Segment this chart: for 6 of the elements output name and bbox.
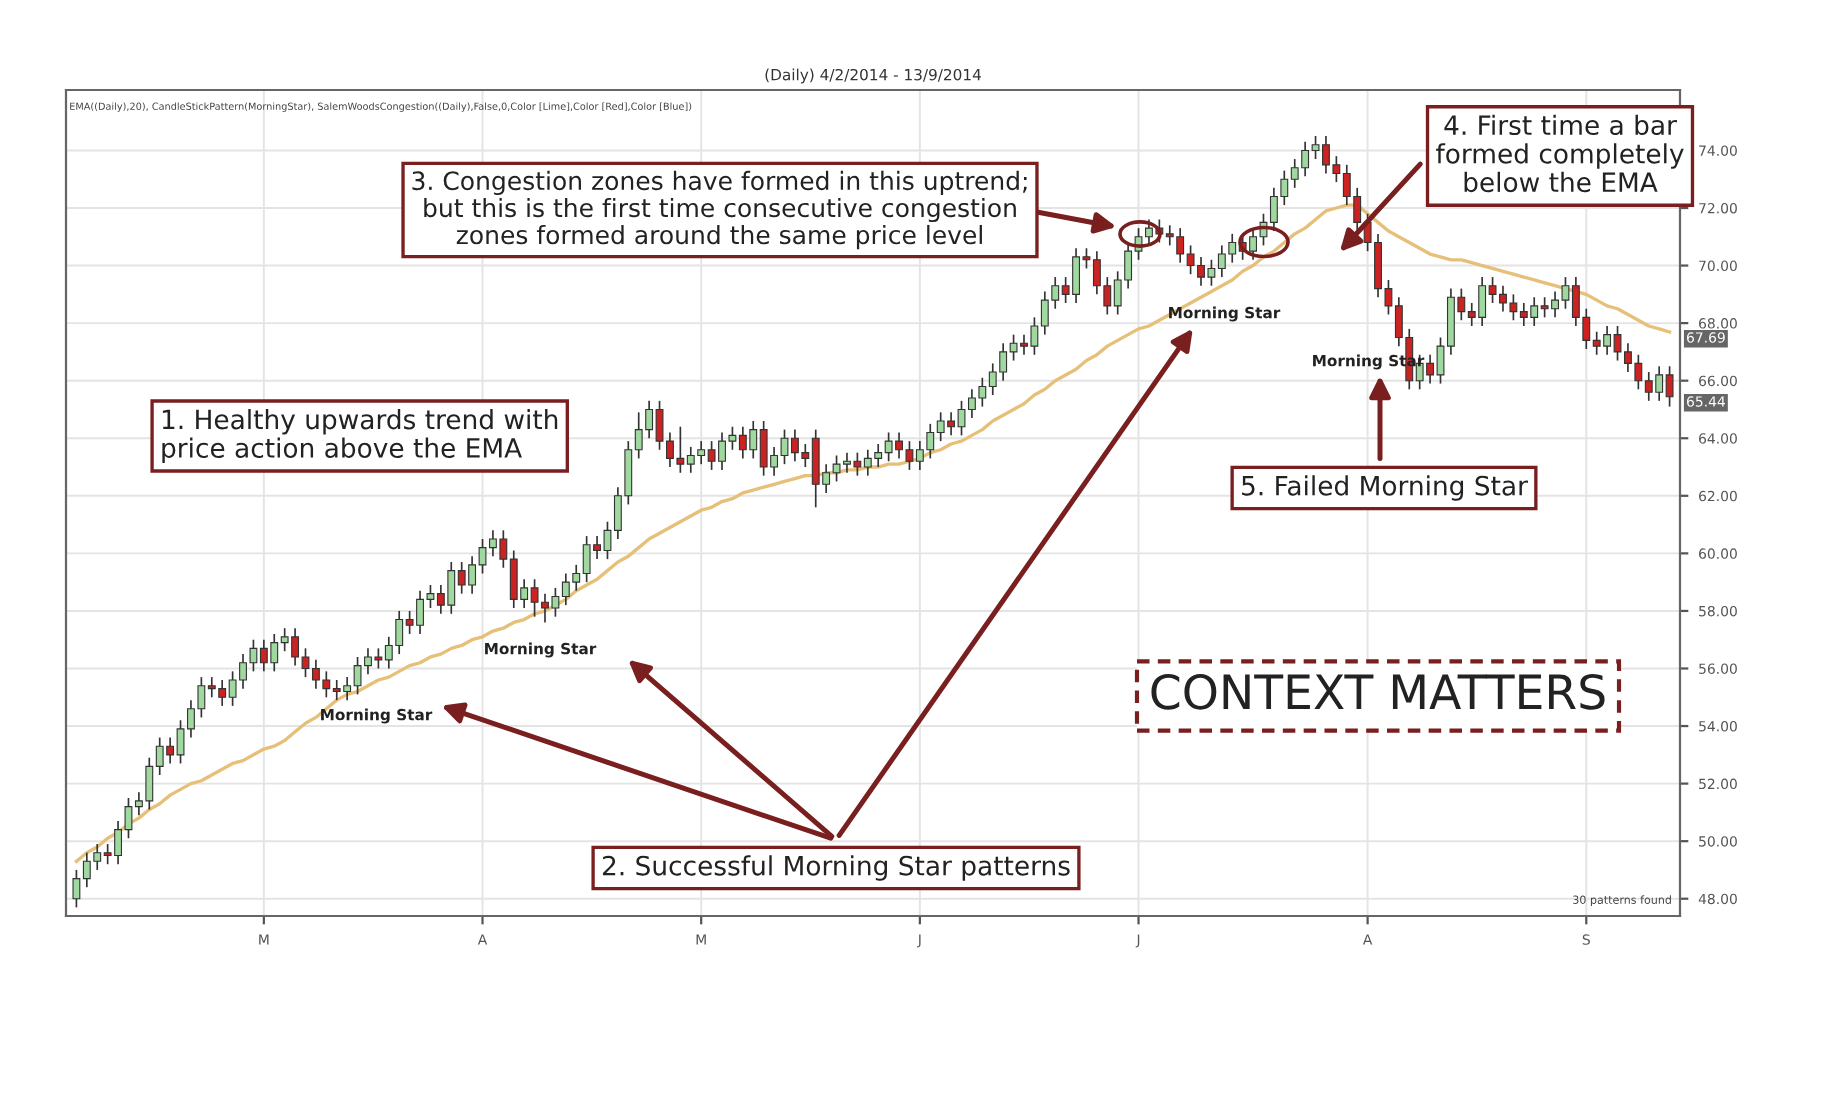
annotation: CONTEXT MATTERS — [1151, 673, 1605, 710]
annotation: 1. Healthy upwards trend with price action above the EMA — [162, 408, 558, 464]
annotation: 4. First time a bar formed completely below the EMA — [1436, 114, 1684, 193]
annotation: 2. Successful Morning Star patterns — [602, 855, 1070, 881]
annotation: 5. Failed Morning Star — [1242, 475, 1528, 501]
annotation: 3. Congestion zones have formed in this uptrend; but this is the first time consecutive congestion zones formed around the same price level — [412, 170, 1027, 250]
